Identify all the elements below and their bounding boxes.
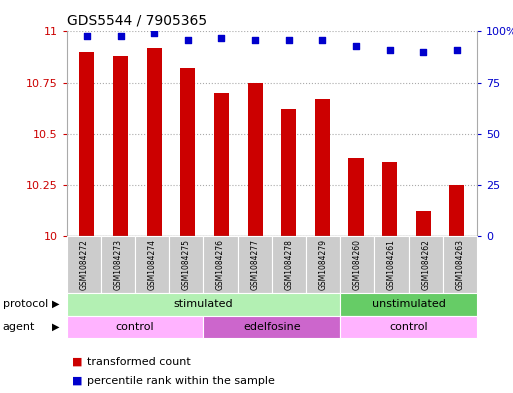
Bar (416, 211, 431, 236)
Bar (348, 158, 364, 236)
Bar (449, 185, 464, 236)
Text: GSM1084277: GSM1084277 (250, 239, 259, 290)
Point (318, 37, 326, 43)
Text: edelfosine: edelfosine (243, 322, 301, 332)
Point (83, 32, 91, 39)
Bar (382, 162, 397, 236)
Text: stimulated: stimulated (174, 299, 233, 309)
Text: agent: agent (3, 322, 35, 332)
Point (251, 37, 259, 43)
Point (116, 32, 125, 39)
Point (184, 37, 192, 43)
Text: GSM1084260: GSM1084260 (353, 239, 362, 290)
Bar (247, 83, 263, 236)
Text: ■: ■ (72, 357, 82, 367)
Point (285, 37, 293, 43)
Text: GSM1084276: GSM1084276 (216, 239, 225, 290)
Bar (214, 93, 229, 236)
Bar (315, 99, 330, 236)
Point (218, 35, 226, 41)
Text: control: control (116, 322, 154, 332)
Text: GSM1084274: GSM1084274 (148, 239, 156, 290)
Text: percentile rank within the sample: percentile rank within the sample (87, 376, 275, 386)
Text: transformed count: transformed count (87, 357, 191, 367)
Text: GSM1084278: GSM1084278 (285, 239, 293, 290)
Point (352, 42, 360, 49)
Text: control: control (389, 322, 428, 332)
Point (150, 30, 158, 37)
Text: ▶: ▶ (51, 322, 59, 332)
Text: GSM1084275: GSM1084275 (182, 239, 191, 290)
Text: unstimulated: unstimulated (372, 299, 446, 309)
Text: GSM1084262: GSM1084262 (421, 239, 430, 290)
Text: GDS5544 / 7905365: GDS5544 / 7905365 (67, 14, 207, 28)
Text: GSM1084263: GSM1084263 (456, 239, 464, 290)
Text: GSM1084272: GSM1084272 (80, 239, 88, 290)
Point (419, 49, 427, 55)
Text: GSM1084261: GSM1084261 (387, 239, 396, 290)
Text: ▶: ▶ (51, 299, 59, 309)
Bar (147, 48, 162, 236)
Text: ■: ■ (72, 376, 82, 386)
Bar (113, 56, 128, 236)
Text: GSM1084273: GSM1084273 (113, 239, 123, 290)
Text: GSM1084279: GSM1084279 (319, 239, 328, 290)
Point (386, 47, 394, 53)
Bar (281, 109, 297, 236)
Bar (180, 68, 195, 236)
Text: protocol: protocol (3, 299, 48, 309)
Bar (80, 52, 94, 236)
Point (453, 47, 461, 53)
